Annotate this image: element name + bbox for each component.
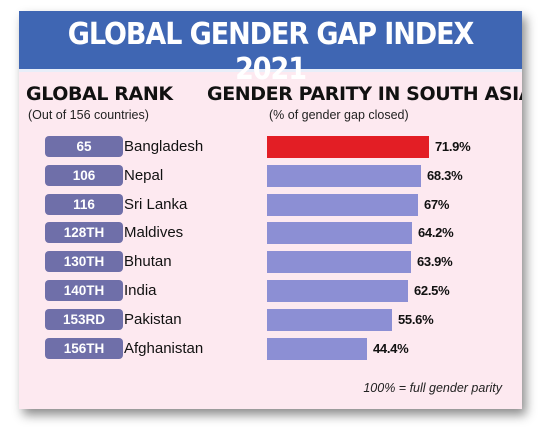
value-label: 68.3%	[427, 168, 463, 183]
rank-badge: 156TH	[45, 338, 123, 359]
country-label: Afghanistan	[124, 340, 204, 357]
rank-column-title: GLOBAL RANK	[26, 83, 173, 105]
title-banner: GLOBAL GENDER GAP INDEX 2021	[19, 11, 522, 87]
bar	[267, 309, 392, 331]
chart-title: GLOBAL GENDER GAP INDEX 2021	[67, 17, 474, 87]
country-label: Pakistan	[124, 311, 182, 328]
country-label: Bhutan	[124, 253, 172, 270]
bar	[267, 222, 412, 244]
infographic-card: GLOBAL GENDER GAP INDEX 2021 GLOBAL RANK…	[19, 11, 522, 409]
bar	[267, 280, 408, 302]
chart-subtitle-note: (% of gender gap closed)	[269, 108, 409, 122]
country-label: Sri Lanka	[124, 196, 188, 213]
rank-badge: 128TH	[45, 222, 123, 243]
country-label: India	[124, 282, 157, 299]
rank-column-subtitle: (Out of 156 countries)	[28, 108, 149, 122]
footnote: 100% = full gender parity	[363, 381, 502, 395]
country-label: Nepal	[124, 167, 164, 184]
rank-badge: 153RD	[45, 309, 123, 330]
value-label: 67%	[424, 197, 450, 212]
value-label: 64.2%	[418, 225, 454, 240]
rank-badge: 106	[45, 165, 123, 186]
country-label: Maldives	[124, 224, 184, 241]
bar	[267, 251, 411, 273]
value-label: 63.9%	[417, 254, 453, 269]
value-label: 62.5%	[414, 283, 450, 298]
bar	[267, 194, 418, 216]
chart-subtitle: GENDER PARITY IN SOUTH ASIA	[207, 83, 522, 105]
rank-badge: 116	[45, 194, 123, 215]
country-label: Bangladesh	[124, 138, 204, 155]
rank-badge: 140TH	[45, 280, 123, 301]
value-label: 55.6%	[398, 312, 434, 327]
value-label: 44.4%	[373, 341, 409, 356]
bar	[267, 165, 421, 187]
rank-badge: 130TH	[45, 251, 123, 272]
rank-badge: 65	[45, 136, 123, 157]
value-label: 71.9%	[435, 139, 471, 154]
bar	[267, 338, 367, 360]
bar	[267, 136, 429, 158]
